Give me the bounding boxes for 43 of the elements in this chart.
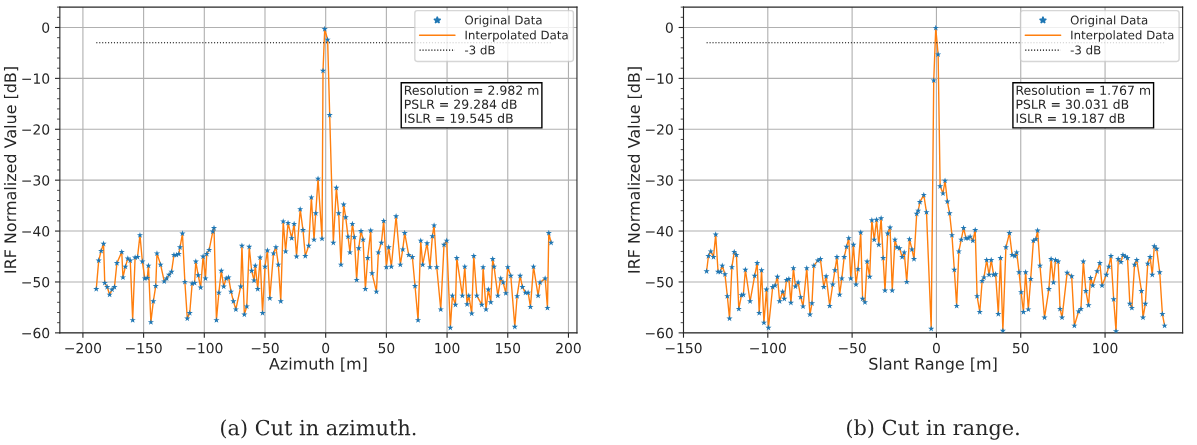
x-tick-label: −50 bbox=[838, 342, 866, 354]
x-tick-label: 50 bbox=[378, 342, 395, 354]
y-tick-label: −20 bbox=[22, 124, 50, 135]
x-tick-label: 150 bbox=[496, 342, 521, 354]
y-tick-label: −50 bbox=[22, 276, 50, 288]
y-tick-label: −10 bbox=[22, 73, 50, 84]
y-tick-label: 0 bbox=[42, 22, 50, 33]
x-axis-title: Slant Range [m] bbox=[869, 357, 997, 373]
y-tick-label: −20 bbox=[645, 124, 673, 135]
x-tick-label: 50 bbox=[1012, 342, 1029, 354]
x-tick-label: −100 bbox=[750, 342, 786, 354]
x-tick-label: 0 bbox=[322, 342, 330, 354]
y-axis-title: IRF Normalized Value [dB] bbox=[3, 67, 19, 273]
x-tick-label: −150 bbox=[126, 342, 162, 354]
y-tick-label: −10 bbox=[645, 73, 673, 84]
x-tick-label: −150 bbox=[665, 342, 702, 354]
x-tick-label: 0 bbox=[932, 342, 940, 354]
legend-label: Original Data bbox=[465, 15, 542, 27]
x-tick-label: −200 bbox=[65, 342, 102, 354]
y-tick-label: −60 bbox=[22, 327, 50, 339]
y-tick-label: −60 bbox=[645, 327, 673, 339]
ref-line-label: -3 dB bbox=[465, 45, 495, 55]
text: (a) Cut in azimuth. bbox=[221, 419, 416, 439]
x-tick-label: 100 bbox=[435, 342, 460, 354]
y-tick-label: −40 bbox=[645, 226, 673, 237]
x-tick-label: −100 bbox=[186, 342, 223, 354]
y-tick-label: −30 bbox=[22, 175, 50, 186]
y-tick-label: −50 bbox=[645, 276, 673, 288]
annotation: Resolution = 2.982 m PSLR = 29.284 dB ISLR = 19.545 dB bbox=[404, 85, 539, 123]
y-tick-label: −30 bbox=[645, 175, 673, 186]
x-axis-title: Azimuth [m] bbox=[269, 357, 367, 372]
y-tick-label: 0 bbox=[665, 22, 673, 33]
y-tick-label: −40 bbox=[22, 226, 50, 237]
text: (b) Cut in range. bbox=[847, 419, 1019, 440]
x-tick-label: 200 bbox=[556, 342, 581, 354]
legend-label: Interpolated Data bbox=[465, 30, 568, 42]
ref-line-label: -3 dB bbox=[1070, 45, 1101, 55]
x-tick-label: 100 bbox=[1093, 342, 1118, 354]
legend-label: Interpolated Data bbox=[1071, 30, 1174, 42]
x-tick-label: −50 bbox=[251, 342, 279, 354]
annotation: Resolution = 1.767 m PSLR = 30.031 dB ISLR = 19.187 dB bbox=[1016, 85, 1151, 123]
y-axis-title: IRF Normalized Value [dB] bbox=[627, 67, 642, 273]
legend-label: Original Data bbox=[1070, 15, 1148, 27]
